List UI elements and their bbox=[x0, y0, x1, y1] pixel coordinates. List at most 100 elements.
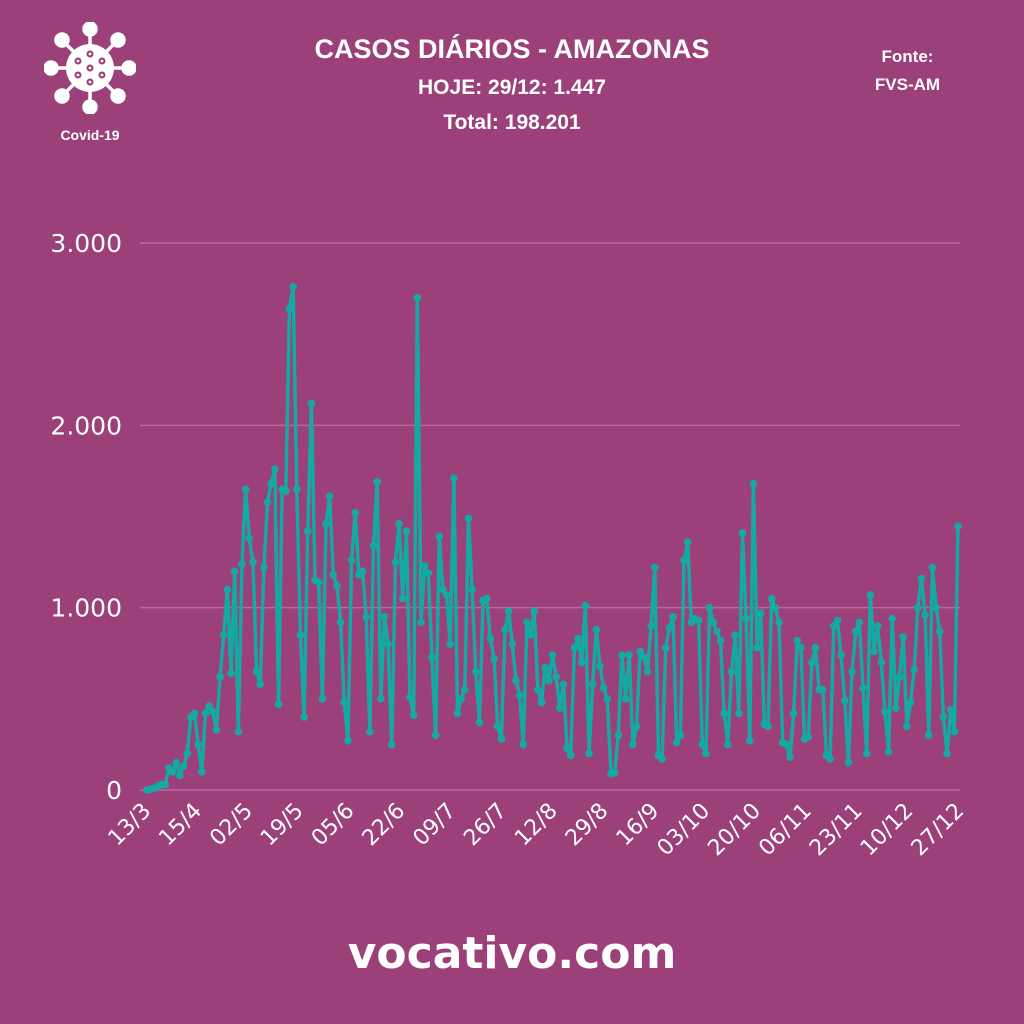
data-point bbox=[504, 607, 513, 616]
data-point bbox=[713, 627, 721, 636]
data-point bbox=[906, 698, 915, 707]
data-point bbox=[552, 673, 560, 681]
data-point bbox=[526, 631, 535, 639]
data-point bbox=[292, 485, 301, 493]
data-point bbox=[377, 695, 385, 703]
data-point bbox=[797, 643, 805, 652]
data-point bbox=[486, 634, 495, 643]
logo-label: Covid-19 bbox=[60, 127, 120, 143]
data-point bbox=[344, 736, 352, 745]
data-point bbox=[490, 654, 498, 663]
data-point bbox=[541, 664, 549, 672]
data-point bbox=[208, 707, 217, 716]
data-point bbox=[610, 768, 619, 777]
data-point bbox=[848, 667, 856, 676]
data-point bbox=[764, 722, 772, 730]
data-point bbox=[428, 653, 436, 661]
data-point bbox=[917, 574, 926, 583]
data-point bbox=[300, 713, 308, 721]
data-point bbox=[596, 662, 604, 670]
data-point bbox=[724, 740, 732, 749]
data-point bbox=[618, 651, 626, 659]
data-point bbox=[585, 749, 593, 758]
data-point bbox=[439, 585, 447, 594]
data-point bbox=[289, 282, 297, 291]
data-point bbox=[884, 747, 893, 756]
data-point bbox=[808, 658, 816, 667]
data-point bbox=[603, 695, 612, 703]
x-tick-label: 26/7 bbox=[459, 799, 512, 852]
data-point bbox=[753, 643, 761, 652]
data-point bbox=[362, 612, 370, 621]
series-line bbox=[146, 285, 960, 792]
y-tick-label: 2.000 bbox=[50, 411, 122, 440]
data-point bbox=[252, 667, 261, 676]
data-point bbox=[676, 731, 685, 740]
data-point bbox=[731, 631, 739, 639]
data-point bbox=[683, 538, 692, 546]
data-point bbox=[669, 612, 677, 621]
data-point bbox=[227, 669, 235, 678]
data-point bbox=[545, 676, 553, 685]
data-point bbox=[493, 722, 502, 730]
data-point bbox=[336, 618, 345, 627]
data-point bbox=[680, 556, 688, 565]
data-point bbox=[205, 702, 213, 710]
data-point bbox=[409, 711, 418, 720]
data-point bbox=[384, 640, 392, 648]
data-point bbox=[395, 519, 403, 528]
x-tick-label: 02/5 bbox=[205, 799, 258, 852]
data-point bbox=[442, 591, 451, 599]
data-point bbox=[844, 758, 853, 767]
data-point bbox=[559, 680, 568, 689]
data-point bbox=[855, 618, 864, 627]
virus-icon bbox=[43, 21, 137, 115]
data-point bbox=[249, 558, 257, 566]
data-point bbox=[453, 709, 462, 718]
x-tick-label: 29/8 bbox=[561, 799, 614, 852]
data-point bbox=[241, 485, 250, 493]
data-point bbox=[556, 704, 564, 712]
data-point bbox=[461, 685, 469, 694]
data-point bbox=[398, 594, 407, 603]
data-point bbox=[647, 622, 655, 630]
x-tick-label: 22/6 bbox=[358, 799, 411, 852]
data-point bbox=[862, 749, 871, 758]
data-point bbox=[387, 740, 396, 749]
data-point bbox=[910, 665, 918, 674]
data-point bbox=[566, 751, 575, 760]
data-point bbox=[954, 522, 962, 530]
data-point bbox=[183, 749, 191, 758]
data-point bbox=[946, 705, 955, 714]
data-point bbox=[793, 636, 802, 645]
data-point bbox=[435, 532, 444, 541]
data-point bbox=[735, 709, 743, 718]
data-point bbox=[789, 709, 798, 718]
data-point bbox=[588, 680, 597, 689]
data-point bbox=[625, 651, 634, 659]
data-point bbox=[709, 618, 718, 627]
data-point bbox=[530, 607, 539, 616]
data-point bbox=[325, 492, 334, 501]
data-point bbox=[515, 691, 524, 699]
chart-title: CASOS DIÁRIOS - AMAZONAS bbox=[314, 34, 710, 64]
data-point bbox=[168, 767, 177, 776]
data-point bbox=[457, 695, 465, 703]
data-point bbox=[592, 625, 601, 634]
data-point bbox=[314, 578, 323, 586]
data-point bbox=[450, 474, 458, 483]
data-point bbox=[329, 571, 338, 579]
data-point bbox=[899, 633, 908, 641]
data-point bbox=[402, 527, 411, 535]
data-point bbox=[318, 695, 327, 703]
data-point bbox=[282, 487, 290, 495]
data-point bbox=[161, 780, 170, 789]
data-point bbox=[720, 709, 728, 718]
data-point bbox=[742, 614, 750, 623]
data-point bbox=[285, 304, 294, 313]
x-tick-label: 09/7 bbox=[409, 799, 462, 852]
y-tick-label: 0 bbox=[106, 776, 122, 805]
data-point bbox=[172, 758, 181, 767]
data-point bbox=[212, 726, 221, 734]
data-point bbox=[903, 722, 911, 730]
